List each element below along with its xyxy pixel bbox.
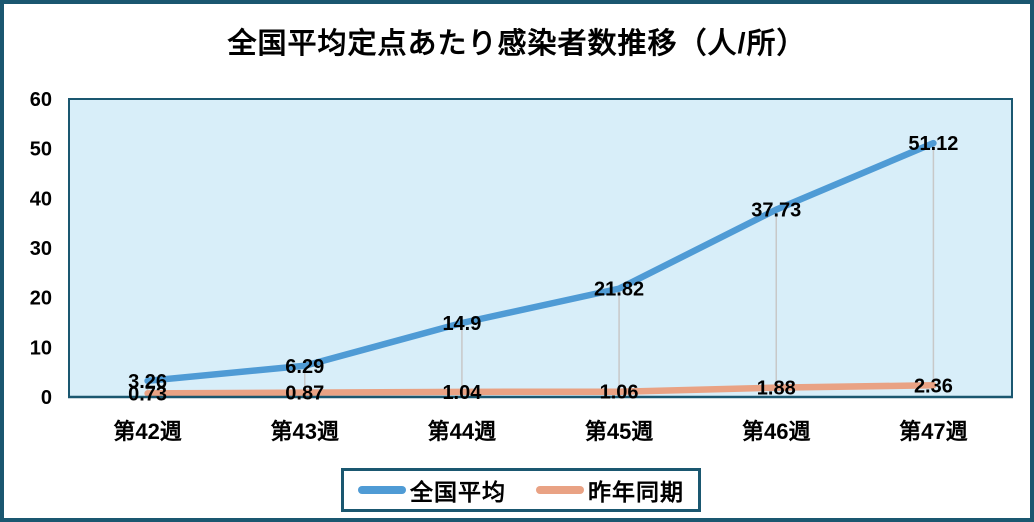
y-tick-label-40: 40 xyxy=(30,188,52,210)
series-line-0 xyxy=(144,139,937,385)
data-label-series1-第43週: 0.87 xyxy=(285,383,324,405)
data-label-series0-第46週: 37.73 xyxy=(751,200,801,222)
x-tick-label-4: 第46週 xyxy=(742,419,810,444)
x-tick-label-1: 第43週 xyxy=(271,419,339,444)
data-label-series1-第46週: 1.88 xyxy=(757,378,796,400)
line-chart: 3.26 6.29 14.9 21.82 37.73 51.12 0.73 0.87 1.04 1… xyxy=(30,89,1013,444)
x-tick-label-2: 第44週 xyxy=(428,419,496,444)
legend-item-national-average: 全国平均 xyxy=(358,473,506,507)
x-tick-label-5: 第47週 xyxy=(899,419,967,444)
legend-item-last-year: 昨年同期 xyxy=(536,473,684,507)
legend-label-last-year: 昨年同期 xyxy=(588,479,684,505)
data-label-series0-第43週: 6.29 xyxy=(285,356,324,378)
y-tick-label-60: 60 xyxy=(30,89,52,111)
data-label-series0-第47週: 51.12 xyxy=(908,133,958,155)
last-year-line-swatch xyxy=(536,486,584,494)
x-tick-label-3: 第45週 xyxy=(585,419,653,444)
x-tick-label-0: 第42週 xyxy=(113,419,181,444)
y-tick-label-0: 0 xyxy=(41,387,52,409)
data-label-series1-第42週: 0.73 xyxy=(128,383,167,405)
y-tick-label-10: 10 xyxy=(30,337,52,359)
national-average-line-swatch xyxy=(358,486,406,494)
plot-area xyxy=(68,98,1013,398)
data-label-series0-第45週: 21.82 xyxy=(594,279,644,301)
legend-label-national-average: 全国平均 xyxy=(410,479,506,505)
chart-title: 全国平均定点あたり感染者数推移（人/所） xyxy=(227,28,807,60)
y-tick-label-20: 20 xyxy=(30,288,52,310)
y-tick-label-30: 30 xyxy=(30,238,52,260)
data-label-series1-第47週: 2.36 xyxy=(914,375,953,397)
legend: 全国平均 昨年同期 xyxy=(341,468,701,512)
data-label-series0-第44週: 14.9 xyxy=(442,313,481,335)
data-label-series1-第44週: 1.04 xyxy=(442,382,482,404)
data-label-series0-第42週: 3.26 xyxy=(128,371,167,393)
series-line-1 xyxy=(144,382,937,397)
data-label-series1-第45週: 1.06 xyxy=(600,382,639,404)
y-tick-label-50: 50 xyxy=(30,139,52,161)
